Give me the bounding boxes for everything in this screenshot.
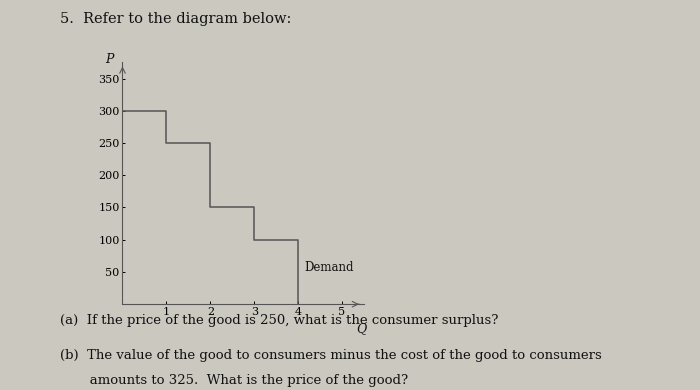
Text: P: P [105,53,113,66]
Text: 5.  Refer to the diagram below:: 5. Refer to the diagram below: [60,12,291,26]
Text: amounts to 325.  What is the price of the good?: amounts to 325. What is the price of the… [60,374,407,387]
Text: Demand: Demand [304,261,354,274]
Text: Q: Q [357,322,367,335]
Text: (a)  If the price of the good is 250, what is the consumer surplus?: (a) If the price of the good is 250, wha… [60,314,498,327]
Text: (b)  The value of the good to consumers minus the cost of the good to consumers: (b) The value of the good to consumers m… [60,349,601,362]
